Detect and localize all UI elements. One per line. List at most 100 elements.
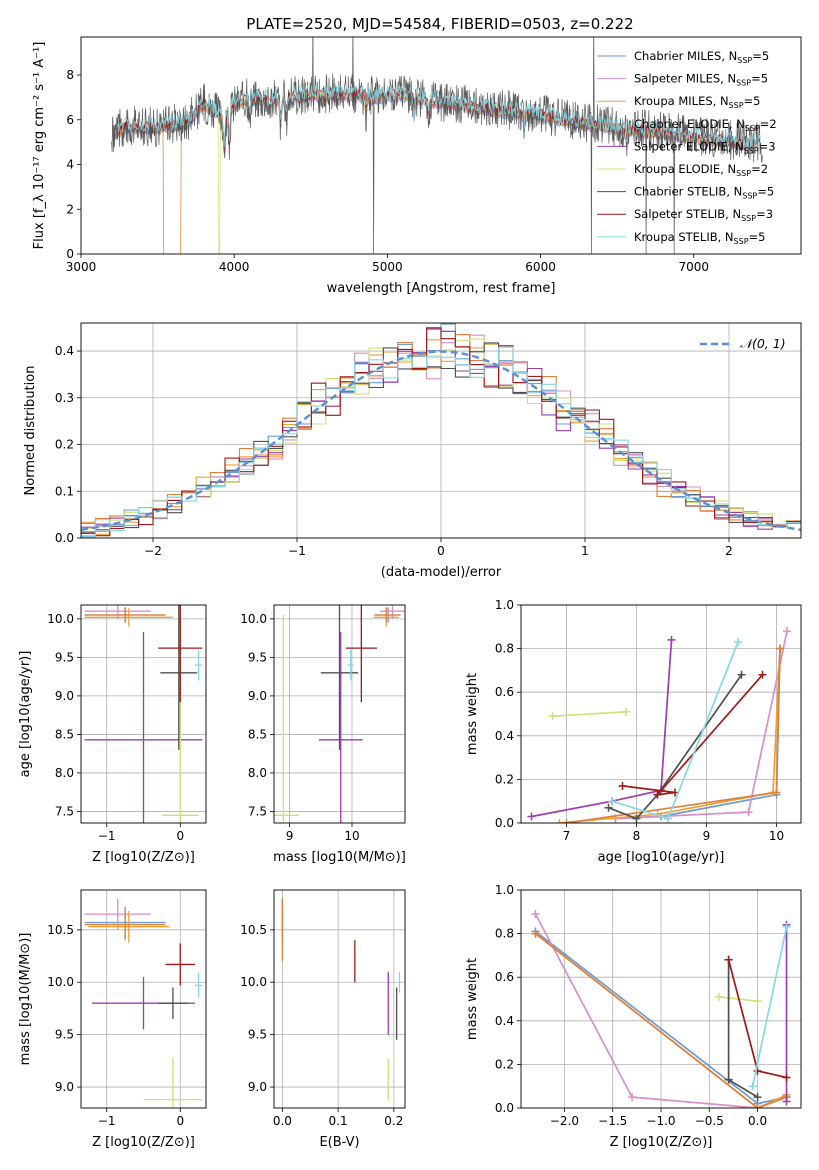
weight-line-chabrier-stelib xyxy=(727,959,759,1098)
x-tick-label: −2.0 xyxy=(550,1114,579,1128)
y-axis-label: mass [log10(M/M⊙)] xyxy=(18,933,33,1066)
weight-marker-salpeter-elodie xyxy=(527,812,536,821)
plot-area xyxy=(111,37,763,254)
weight-marker-chabrier-elodie xyxy=(531,929,540,938)
y-tick-label: 0.8 xyxy=(495,642,514,656)
x-tick-label: −0.5 xyxy=(695,1114,724,1128)
weight-line-salpeter-elodie xyxy=(531,639,673,818)
y-tick-label: 0.6 xyxy=(495,970,514,984)
residual-histogram-panel: −2 −1 0 1 2 0.0 0.1 0.2 0.3 0.4 (data-model)/error… xyxy=(23,322,802,580)
legend-text: Salpeter STELIB, N xyxy=(634,207,741,221)
legend-text: Chabrier STELIB, N xyxy=(634,185,742,199)
legend-label-kroupa-miles: Kroupa MILES, NSSP=5 xyxy=(634,94,760,110)
x-tick-label: −1 xyxy=(288,544,306,558)
x-tick-label: −1.0 xyxy=(646,1114,675,1128)
weight-marker-salpeter-stelib xyxy=(653,790,662,799)
legend-label-salpeter-miles: Salpeter MILES, NSSP=5 xyxy=(634,72,768,88)
axes-frame xyxy=(80,36,802,255)
weight-line-chabrier-stelib xyxy=(608,674,743,820)
weight-marker-kroupa-elodie xyxy=(714,992,723,1001)
legend-text: Chabrier ELODIE, N xyxy=(634,117,745,131)
legend-subscript: SSP xyxy=(734,237,749,246)
legend-subscript: SSP xyxy=(737,56,752,65)
weight-marker-salpeter-elodie xyxy=(782,1097,791,1106)
histogram-kroupa-stelib xyxy=(81,346,801,538)
axes-frame xyxy=(273,604,406,824)
plot-area xyxy=(527,627,791,823)
x-tick-label: 8 xyxy=(633,829,641,843)
plot-area xyxy=(81,323,801,538)
legend-tail: =5 xyxy=(752,49,769,63)
weight-marker-chabrier-elodie xyxy=(562,819,571,823)
x-tick-label: 0.1 xyxy=(329,1114,348,1128)
plot-area xyxy=(84,898,203,1108)
y-tick-label: 7.5 xyxy=(55,804,74,818)
weight-line-chabrier-miles xyxy=(615,648,781,820)
y-tick-label: 0.2 xyxy=(55,438,74,452)
x-axis-label: (data-model)/error xyxy=(381,565,502,580)
y-tick-label: 9.0 xyxy=(55,1080,74,1094)
mass-vs-extinction-panel: 0.0 0.1 0.2 9.0 9.5 10.0 10.5 E(B-V) xyxy=(240,889,406,1150)
weight-marker-chabrier-elodie xyxy=(772,788,781,797)
y-tick-label: 10.0 xyxy=(240,975,267,989)
legend-tail: =2 xyxy=(760,117,777,131)
x-tick-label: 7 xyxy=(563,829,571,843)
x-tick-label: 3000 xyxy=(66,260,97,274)
y-tick-label: 8.5 xyxy=(55,727,74,741)
weight-marker-kroupa-elodie xyxy=(753,997,762,1006)
y-tick-label: 8.0 xyxy=(248,766,267,780)
age-vs-mass-panel: 9 10 7.5 8.0 8.5 9.0 9.5 10.0 mass [log10(M/M⊙)] xyxy=(240,604,406,865)
legend-subscript: SSP xyxy=(742,192,757,201)
legend-text: Chabrier MILES, N xyxy=(634,49,737,63)
mass-vs-metallicity-panel: −1 0 9.0 9.5 10.0 10.5 Z [log10(Z/Z⊙)] mass [lo… xyxy=(18,889,207,1150)
plot-area xyxy=(281,898,401,1101)
y-tick-label: 10.0 xyxy=(47,975,74,989)
x-tick-label: 5000 xyxy=(372,260,403,274)
x-axis-label: Z [log10(Z/Z⊙)] xyxy=(610,1135,713,1150)
weight-line-chabrier-elodie xyxy=(534,932,787,1108)
legend-tail: =5 xyxy=(749,230,766,244)
x-axis-label: wavelength [Angstrom, rest frame] xyxy=(327,281,556,296)
y-tick-label: 9.5 xyxy=(55,650,74,664)
y-axis-label: mass weight xyxy=(465,958,480,1040)
x-tick-label: −2 xyxy=(144,544,162,558)
legend-label-salpeter-elodie: Salpeter ELODIE, NSSP=3 xyxy=(634,139,776,155)
weight-marker-salpeter-stelib xyxy=(618,781,627,790)
y-tick-label: 7.5 xyxy=(248,804,267,818)
legend-text: Kroupa STELIB, N xyxy=(634,230,734,244)
y-tick-label: 1.0 xyxy=(495,883,514,897)
weight-marker-kroupa-stelib xyxy=(748,1082,757,1091)
weight-marker-salpeter-miles xyxy=(744,808,753,817)
x-axis-label: age [log10(age/yr)] xyxy=(598,850,725,865)
legend-tail: =3 xyxy=(759,139,776,153)
x-tick-label: 0 xyxy=(176,1114,184,1128)
weight-marker-chabrier-stelib xyxy=(753,1093,762,1102)
legend-subscript: SSP xyxy=(745,124,760,133)
y-tick-label: 0.2 xyxy=(495,772,514,786)
x-tick-label: −1 xyxy=(98,1114,116,1128)
weight-marker-chabrier-stelib xyxy=(632,814,641,823)
x-tick-label: 7000 xyxy=(678,260,709,274)
weight-marker-salpeter-miles xyxy=(628,1093,637,1102)
y-tick-label: 0.0 xyxy=(55,531,74,545)
y-tick-label: 9.0 xyxy=(248,689,267,703)
legend-label-salpeter-stelib: Salpeter STELIB, NSSP=3 xyxy=(634,207,773,223)
weight-line-salpeter-stelib xyxy=(622,674,764,796)
weight-marker-kroupa-stelib xyxy=(664,814,672,823)
plot-area xyxy=(84,605,203,823)
y-tick-label: 8.5 xyxy=(248,727,267,741)
y-tick-label: 10.0 xyxy=(47,612,74,626)
weight-marker-salpeter-miles xyxy=(531,909,540,918)
x-tick-label: 0.0 xyxy=(273,1114,292,1128)
axes-frame xyxy=(520,604,802,824)
weight-marker-kroupa-miles xyxy=(555,819,564,823)
weight-line-kroupa-elodie xyxy=(552,710,627,718)
weight-marker-kroupa-stelib xyxy=(608,797,616,806)
legend-text: Salpeter ELODIE, N xyxy=(634,139,744,153)
legend-label-kroupa-elodie: Kroupa ELODIE, NSSP=2 xyxy=(634,162,768,178)
mass-weight-vs-age-panel: 7 8 9 10 0.0 0.2 0.4 0.6 0.8 1.0 age [log10(age/yr… xyxy=(465,598,802,865)
x-tick-label: 4000 xyxy=(219,260,250,274)
legend-label-chabrier-stelib: Chabrier STELIB, NSSP=5 xyxy=(634,185,774,201)
